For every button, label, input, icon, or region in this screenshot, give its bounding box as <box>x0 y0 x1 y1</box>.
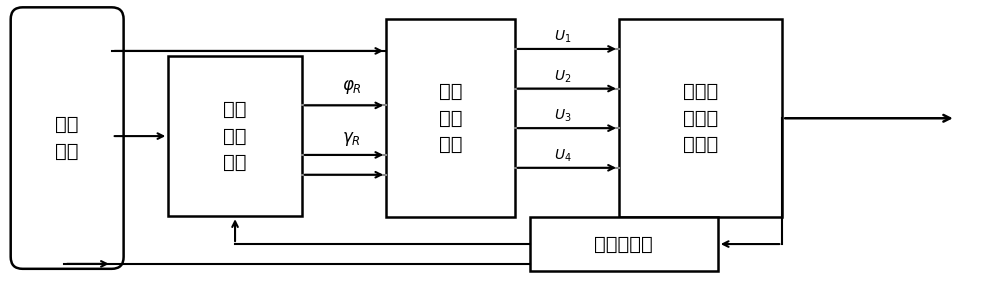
Text: $\varphi_R$: $\varphi_R$ <box>342 79 361 96</box>
Bar <box>530 217 718 271</box>
Text: $U_1$: $U_1$ <box>554 29 572 45</box>
Text: 初始
输入: 初始 输入 <box>55 115 79 161</box>
Text: 姿态
跟踪
控制: 姿态 跟踪 控制 <box>439 82 462 154</box>
Text: 四旋翼
无人机
动力学: 四旋翼 无人机 动力学 <box>683 82 718 154</box>
Bar <box>619 19 782 217</box>
Bar <box>168 56 302 216</box>
Text: $U_3$: $U_3$ <box>554 108 572 124</box>
Text: $U_2$: $U_2$ <box>554 68 572 85</box>
Text: 位置
跟踪
控制: 位置 跟踪 控制 <box>223 100 247 172</box>
Text: $U_4$: $U_4$ <box>554 147 572 164</box>
FancyBboxPatch shape <box>11 7 124 269</box>
Bar <box>386 19 515 217</box>
Text: $\gamma_R$: $\gamma_R$ <box>342 130 360 148</box>
Text: 机载传感器: 机载传感器 <box>594 234 653 253</box>
